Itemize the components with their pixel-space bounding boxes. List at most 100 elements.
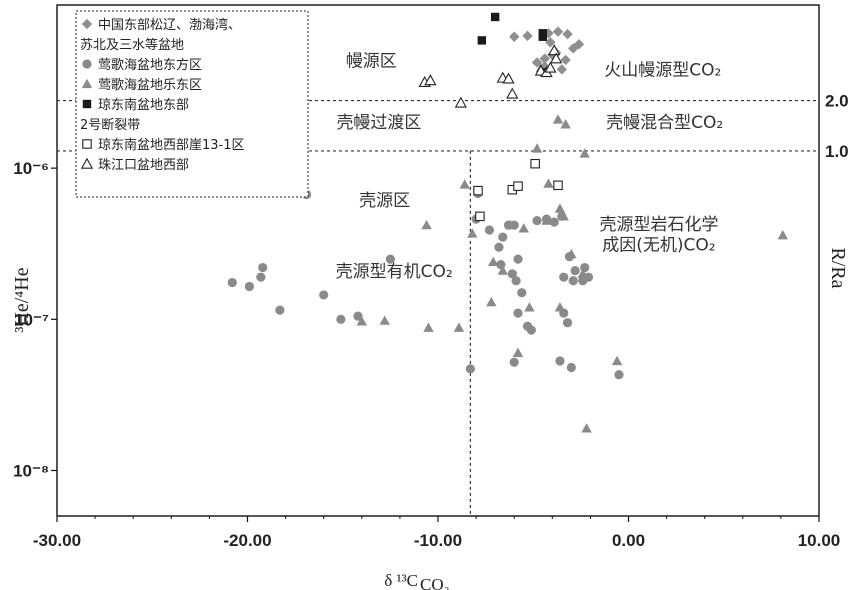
ratio-tick-label: 2.0 xyxy=(825,92,849,111)
data-point xyxy=(611,355,623,366)
zone-label: 壳幔过渡区 xyxy=(336,113,421,133)
data-point xyxy=(518,223,529,233)
data-point xyxy=(475,211,485,222)
data-point xyxy=(421,219,432,230)
legend-label-cont: 苏北及三水等盆地 xyxy=(80,37,184,53)
data-point xyxy=(502,72,515,84)
y-tick-label: 10⁻⁸ xyxy=(13,461,49,480)
data-point xyxy=(467,228,478,238)
zone-labels: 幔源区 火山幔源型CO₂ 壳幔过渡区 壳幔混合型CO₂ 壳源区壳源型岩石化学成因(无机)… xyxy=(336,52,724,283)
data-point xyxy=(506,87,519,99)
data-point xyxy=(319,290,329,300)
data-point xyxy=(424,74,437,86)
data-point xyxy=(545,37,556,48)
data-point xyxy=(473,185,483,196)
axes: -30.00 -20.00 -10.00 0.00 10.00 10⁻⁶ 10⁻⁷ 10⁻⁸ xyxy=(13,159,840,550)
legend-entry: 珠江口盆地西部 xyxy=(80,157,189,173)
legend-label: 中国东部松辽、渤海湾、 xyxy=(98,17,241,33)
data-point xyxy=(513,181,523,191)
data-point xyxy=(465,364,475,374)
data-point xyxy=(532,215,542,226)
data-point xyxy=(554,203,566,213)
legend: 中国东部松辽、渤海湾、苏北及三水等盆地莺歌海盆地东方区莺歌海盆地乐东区琼东南盆地… xyxy=(75,10,309,198)
data-point xyxy=(336,314,346,324)
zone-label: 成因(无机)CO₂ xyxy=(602,236,715,256)
data-point xyxy=(562,28,573,40)
data-point xyxy=(566,248,577,259)
zone-label: 壳源区 xyxy=(359,191,410,211)
data-point xyxy=(379,315,390,325)
y-axis-label: ³He/⁴He xyxy=(11,267,33,332)
legend-label: 莺歌海盆地乐东区 xyxy=(98,78,202,93)
data-point xyxy=(490,12,500,22)
data-point xyxy=(539,53,550,64)
data-point xyxy=(353,311,363,321)
data-point xyxy=(555,356,565,366)
ratio-tick-label: 1.0 xyxy=(825,142,849,161)
data-point xyxy=(562,318,573,328)
data-point xyxy=(258,262,268,273)
data-point xyxy=(82,99,92,109)
zone-label: 壳源型有机CO₂ xyxy=(336,262,453,282)
legend-label: 琼东南盆地东部 xyxy=(98,97,189,113)
data-point xyxy=(566,362,576,373)
data-point xyxy=(541,215,552,225)
data-point xyxy=(509,31,520,42)
data-point xyxy=(531,57,543,68)
data-point xyxy=(568,43,579,54)
data-point xyxy=(530,158,540,169)
data-point xyxy=(486,296,497,307)
data-point xyxy=(556,64,568,75)
x-axis-label: δ ¹³C xyxy=(384,571,418,590)
data-point xyxy=(549,217,559,227)
data-points xyxy=(227,12,789,433)
data-point xyxy=(552,114,564,124)
data-point xyxy=(558,211,569,221)
legend-entry: 莺歌海盆地乐东区 xyxy=(81,78,202,93)
data-point xyxy=(553,180,563,191)
zone-label: 壳源型岩石化学 xyxy=(599,215,718,235)
data-point xyxy=(227,277,237,288)
data-point xyxy=(526,325,536,335)
data-point xyxy=(497,265,508,275)
data-point xyxy=(256,272,266,282)
data-point xyxy=(577,268,588,278)
series-2 xyxy=(356,62,789,433)
data-point xyxy=(580,262,590,273)
data-point xyxy=(81,78,93,89)
zone-label: 壳幔混合型CO₂ xyxy=(606,113,723,133)
data-point xyxy=(509,357,519,367)
data-point xyxy=(559,272,569,282)
data-point xyxy=(544,61,557,73)
data-point xyxy=(511,276,521,286)
x-tick-label: -10.00 xyxy=(414,531,462,550)
series-4 xyxy=(473,158,563,222)
x-tick-label: 10.00 xyxy=(798,531,841,550)
data-point xyxy=(477,36,487,45)
series-5 xyxy=(418,44,563,108)
data-point xyxy=(560,119,571,129)
data-point xyxy=(453,322,465,332)
zone-label: 火山幔源型CO₂ xyxy=(604,61,721,81)
data-point xyxy=(543,178,554,188)
data-point xyxy=(579,148,590,158)
legend-entry: 莺歌海盆地东方区 xyxy=(82,57,202,73)
data-point xyxy=(513,254,523,264)
legend-label: 珠江口盆地西部 xyxy=(98,158,189,173)
data-point xyxy=(552,26,564,37)
data-point xyxy=(524,302,535,312)
data-point xyxy=(81,18,93,30)
zone-label: 幔源区 xyxy=(346,52,397,72)
data-point xyxy=(505,219,516,230)
data-point xyxy=(244,281,255,292)
data-point xyxy=(494,242,504,252)
data-point xyxy=(578,276,588,286)
data-point xyxy=(549,52,563,64)
data-point xyxy=(507,269,517,279)
data-point xyxy=(82,59,92,69)
data-point xyxy=(512,347,524,358)
data-point xyxy=(777,230,789,240)
legend-entry: 琼东南盆地西部崖13-1区 xyxy=(82,137,245,153)
data-point xyxy=(385,254,395,264)
data-point xyxy=(581,423,592,433)
